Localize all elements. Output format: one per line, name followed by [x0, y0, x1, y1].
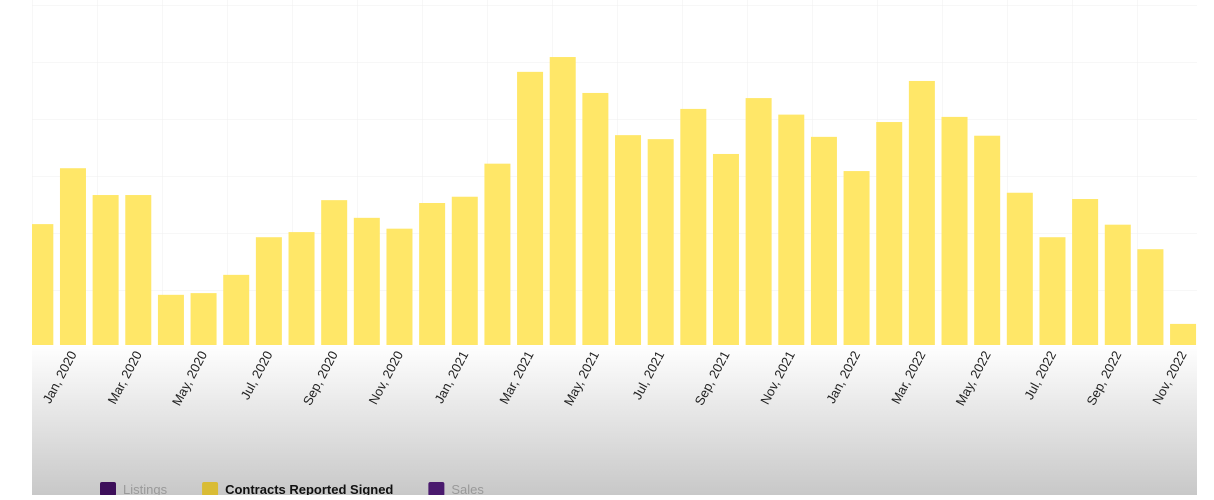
bar — [1072, 199, 1099, 345]
bar — [647, 139, 674, 345]
bar — [974, 135, 1001, 345]
bar — [386, 228, 413, 345]
bar — [125, 195, 152, 345]
bar — [712, 153, 739, 345]
bar — [778, 114, 805, 345]
bar — [419, 203, 446, 345]
legend-swatch[interactable] — [100, 482, 116, 496]
bar — [255, 237, 282, 345]
bar — [1006, 192, 1033, 345]
legend-label[interactable]: Sales — [451, 482, 484, 497]
bar — [582, 92, 609, 346]
legend-swatch[interactable] — [428, 482, 445, 496]
bar — [288, 232, 315, 345]
legend-swatch[interactable] — [202, 482, 219, 496]
bar — [1137, 249, 1164, 345]
bar — [59, 168, 86, 345]
bar — [190, 293, 217, 345]
bar — [1170, 323, 1197, 345]
bar — [32, 224, 54, 345]
bar — [876, 122, 903, 346]
bar — [843, 171, 870, 345]
legend-label[interactable]: Listings — [123, 482, 168, 497]
bar — [1039, 237, 1066, 345]
bar — [810, 136, 837, 345]
bar — [680, 108, 707, 345]
bar — [451, 196, 478, 345]
axis-area — [32, 345, 1197, 495]
bar — [223, 274, 250, 345]
bar — [353, 217, 380, 345]
bar — [321, 200, 348, 345]
bar — [1104, 224, 1131, 345]
legend-label[interactable]: Contracts Reported Signed — [225, 482, 393, 497]
bar — [484, 163, 511, 345]
bar — [908, 80, 935, 345]
bar — [745, 98, 772, 345]
bar — [157, 294, 184, 345]
bar — [549, 57, 576, 346]
bar — [92, 195, 119, 345]
bar — [517, 71, 544, 345]
bar — [941, 116, 968, 346]
bar — [615, 135, 642, 345]
